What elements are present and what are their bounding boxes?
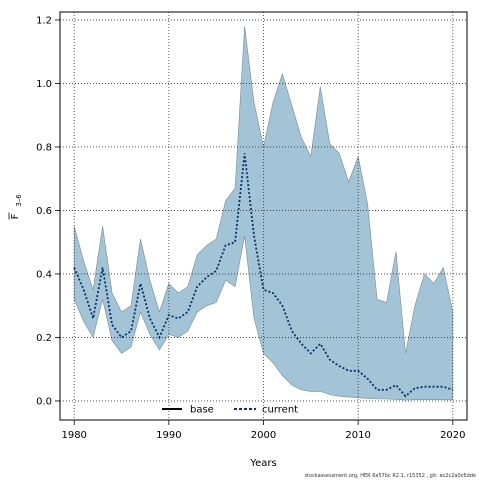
legend-label-base: base: [190, 405, 214, 416]
footer-credit: stockassessment.org, HER 6a57bc R2.1, r1…: [304, 473, 476, 479]
y-tick-label: 1.0: [36, 79, 52, 90]
y-tick-layer: 0.0 0.2 0.4 0.6 0.8 1.0 1.2: [36, 15, 60, 407]
x-axis-title: Years: [249, 458, 276, 469]
y-tick-label: 1.2: [36, 15, 52, 26]
legend-label-current: current: [262, 405, 298, 416]
x-tick-label: 2020: [440, 430, 465, 441]
y-tick-label: 0.0: [36, 396, 52, 407]
y-tick-label: 0.2: [36, 333, 52, 344]
y-axis-title-main: F: [10, 213, 21, 219]
grid-layer: [60, 12, 467, 420]
y-axis-title-subscript: 3–6: [15, 194, 23, 207]
x-tick-label: 2000: [251, 430, 276, 441]
y-tick-label: 0.4: [36, 269, 52, 280]
y-tick-label: 0.6: [36, 206, 52, 217]
x-tick-label: 1980: [61, 430, 86, 441]
series-line-current: [73, 153, 454, 398]
y-tick-label: 0.8: [36, 142, 52, 153]
x-tick-layer: 1980 1990 2000 2010 2020: [61, 420, 466, 441]
y-axis-title: F 3–6: [8, 194, 23, 220]
legend: base current: [162, 405, 298, 416]
x-tick-label: 1990: [156, 430, 181, 441]
series-line-layer: [73, 153, 454, 398]
x-tick-label: 2010: [345, 430, 370, 441]
